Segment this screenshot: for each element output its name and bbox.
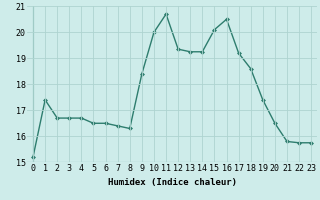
X-axis label: Humidex (Indice chaleur): Humidex (Indice chaleur) [108, 178, 236, 187]
